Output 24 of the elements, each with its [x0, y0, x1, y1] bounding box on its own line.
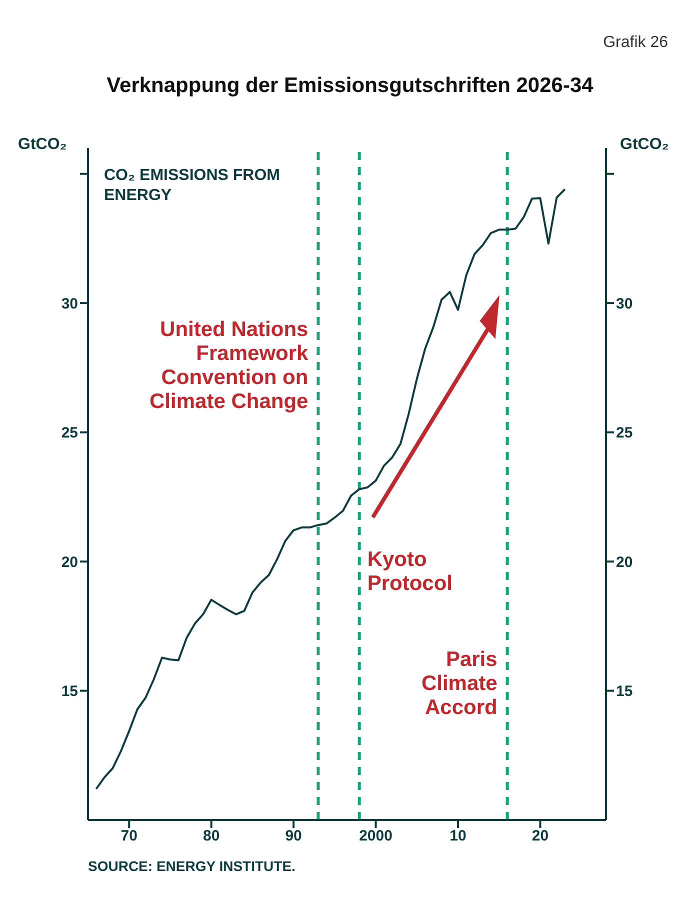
y-tick-label: 15: [61, 683, 78, 700]
text: Grafik 26: [603, 34, 668, 52]
line-series: [95, 188, 566, 790]
x-tick-label: 80: [202, 828, 220, 845]
y2-tick-label: 15: [616, 683, 633, 700]
y2-tick-label: 25: [616, 424, 633, 442]
x-tick-label: 20: [532, 828, 549, 845]
x-tick-label: 10: [450, 828, 466, 845]
y2-tick-label: 20: [616, 554, 633, 571]
y-tick-label: 20: [61, 554, 78, 571]
ref-line-label: Paris Climate Accord: [421, 648, 498, 719]
x-tick-label: 70: [120, 828, 138, 845]
y-axis-title: GtCO₂: [18, 136, 67, 154]
ref-line-label: Kyoto Protocol: [367, 548, 453, 595]
chart-title: Verknappung der Emissionsgutschriften 2026-34: [106, 74, 594, 98]
source-note: SOURCE: ENERGY INSTITUTE.: [88, 858, 296, 874]
y-tick-label: 25: [61, 424, 78, 442]
annotation: CO₂ EMISSIONS FROM ENERGY: [104, 166, 282, 206]
y-tick-label: 30: [61, 295, 78, 312]
y2-axis-title: GtCO₂: [620, 136, 669, 154]
x-tick-label: 2000: [359, 828, 392, 845]
ref-line-label: United Nations Framework Convention on Climate Change: [150, 318, 309, 413]
x-tick-label: 90: [285, 828, 302, 845]
y2-tick-label: 30: [616, 295, 633, 312]
